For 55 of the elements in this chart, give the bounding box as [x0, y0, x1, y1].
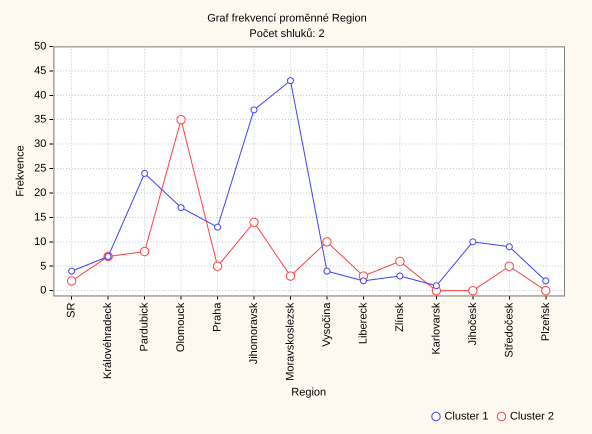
- x-tick-label: SR: [66, 302, 78, 318]
- point: [214, 224, 222, 231]
- point: [322, 237, 332, 247]
- y-tick-label: 30: [34, 138, 46, 150]
- point: [506, 243, 513, 250]
- point: [286, 77, 294, 84]
- y-tick-label: 15: [34, 211, 46, 224]
- point: [395, 256, 405, 266]
- point: [396, 272, 404, 280]
- y-axis-title: Frekvence: [14, 145, 27, 197]
- x-tick-label: Plzeňsk: [540, 302, 552, 342]
- x-tick-label: Jihočesk: [466, 302, 479, 346]
- x-tick-label: Královéhradeck: [102, 302, 114, 379]
- legend-label: Cluster 1: [444, 410, 488, 423]
- point: [360, 277, 367, 284]
- y-tick-label: 40: [34, 89, 46, 102]
- legend-label: Cluster 2: [510, 410, 554, 423]
- y-tick-label: 10: [34, 236, 46, 248]
- point: [250, 106, 258, 114]
- point: [323, 268, 330, 275]
- y-tick-label: 45: [34, 64, 46, 77]
- point: [468, 286, 478, 296]
- x-tick-label: Moravskoslezsk: [284, 302, 297, 381]
- point: [178, 204, 185, 212]
- x-tick-label: Vysočina: [320, 302, 333, 347]
- x-tick-label: Karlovarsk: [430, 302, 442, 355]
- point: [212, 262, 222, 271]
- point: [66, 276, 76, 286]
- y-tick-label: 5: [40, 260, 46, 272]
- point: [469, 238, 476, 246]
- point: [541, 286, 550, 296]
- point: [140, 246, 150, 256]
- point: [68, 268, 76, 275]
- point: [432, 282, 440, 290]
- y-tick-label: 35: [34, 114, 46, 126]
- x-tick-label: Jihomoravsk: [248, 302, 260, 364]
- x-tick-label: Středočesk: [503, 302, 516, 358]
- point: [176, 114, 186, 124]
- point: [141, 170, 148, 177]
- point: [542, 277, 550, 284]
- y-tick-label: 20: [34, 186, 46, 199]
- x-tick-label: Olomouck: [175, 302, 188, 352]
- y-tick-label: 25: [34, 162, 46, 175]
- chart-title: Graf frekvencí proměnné Region: [207, 12, 367, 25]
- point: [249, 218, 259, 227]
- x-tick-label: Praha: [212, 302, 224, 332]
- x-tick-label: Pardubick: [138, 302, 151, 352]
- y-tick-label: 0: [40, 284, 46, 297]
- x-tick-label: Zlínsk: [394, 302, 406, 332]
- x-tick-label: Libereck: [357, 302, 370, 344]
- y-tick-label: 50: [34, 40, 46, 52]
- point: [286, 271, 296, 281]
- chart-subtitle: Počet shluků: 2: [249, 28, 325, 40]
- point: [504, 262, 514, 271]
- x-axis-title: Region: [291, 386, 326, 398]
